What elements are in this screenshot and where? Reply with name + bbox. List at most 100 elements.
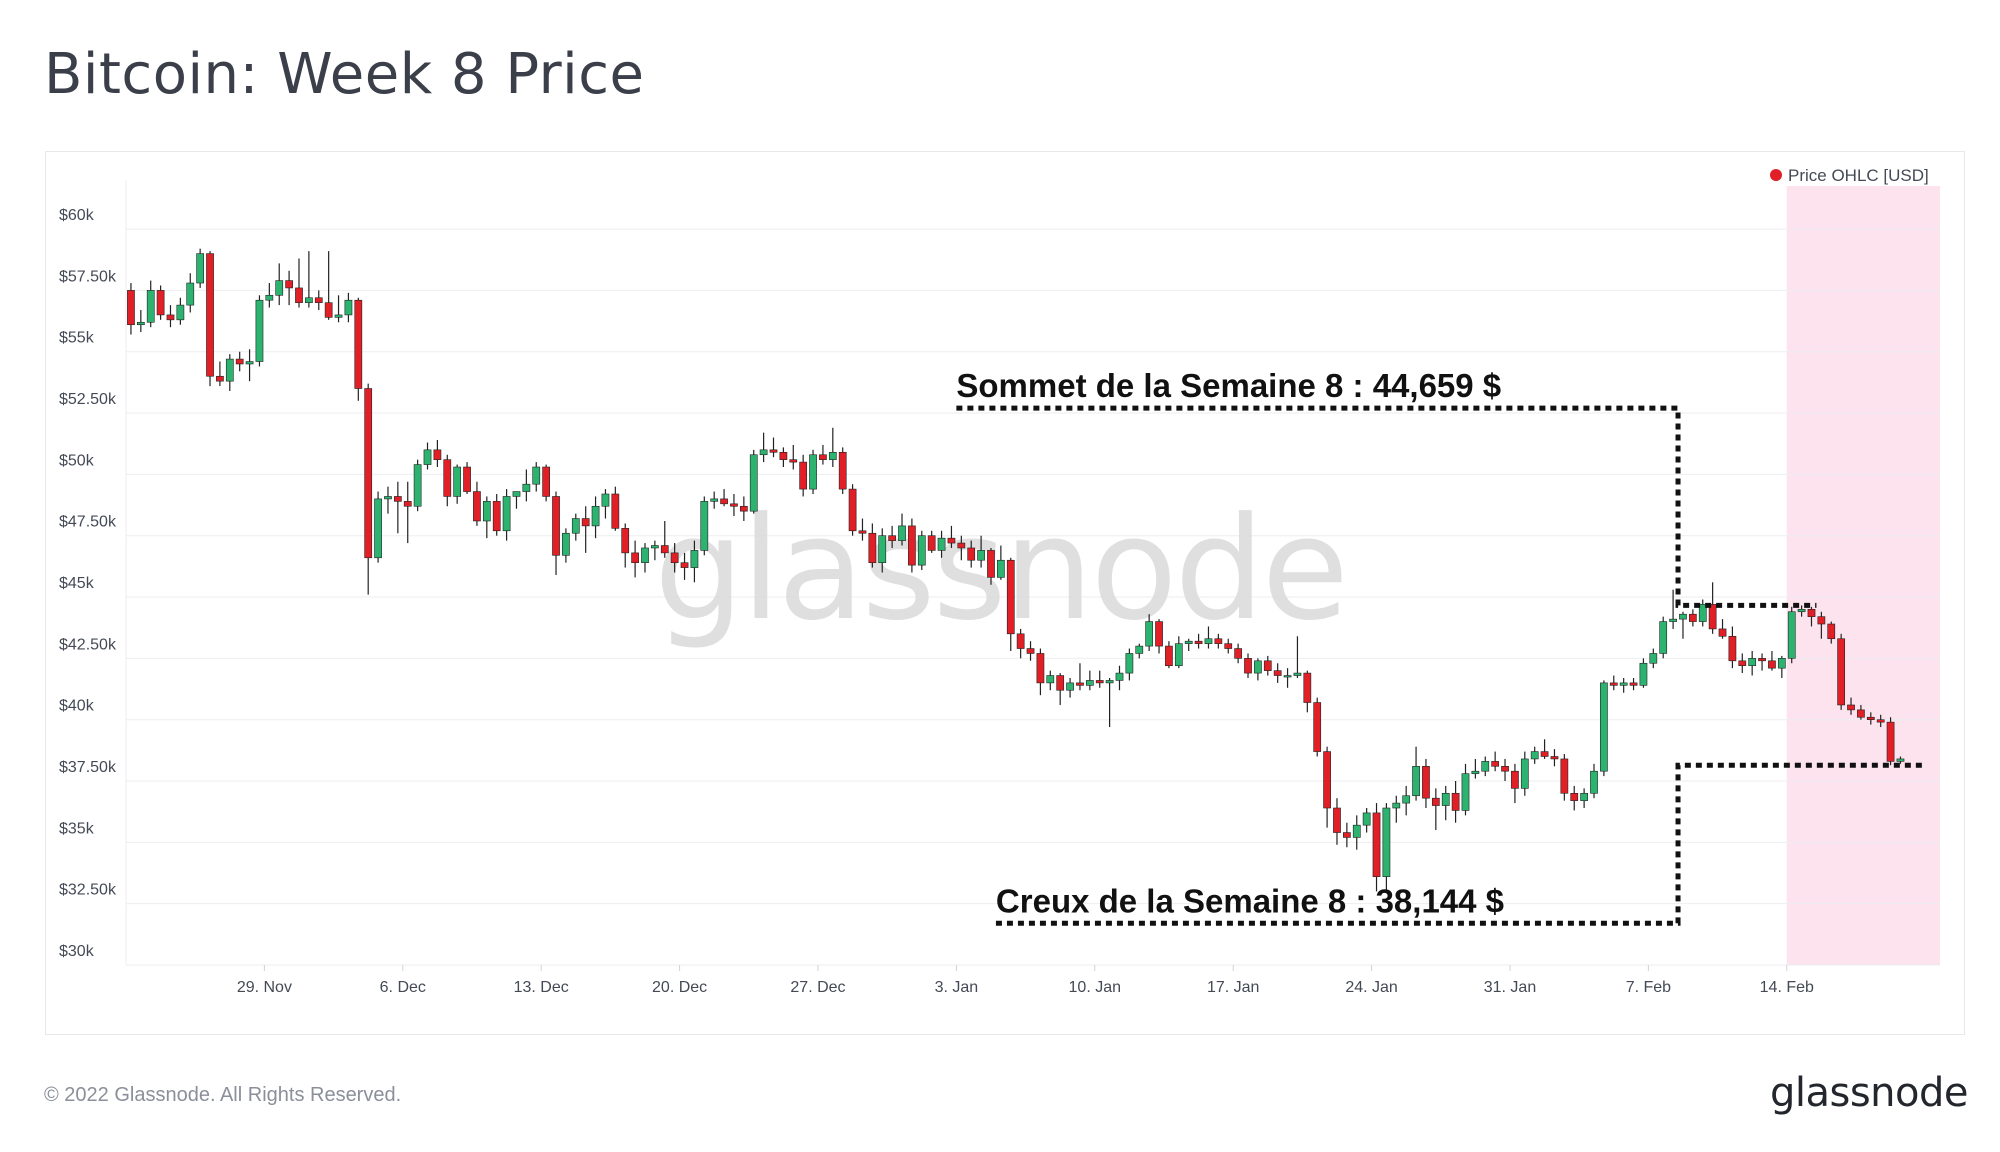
candle-body [1530, 751, 1539, 760]
candle-body [1698, 604, 1707, 622]
candle-body [1738, 660, 1747, 667]
candle [255, 295, 264, 367]
candle [1560, 754, 1569, 801]
candle-body [1679, 613, 1687, 620]
y-tick-label: $60k [59, 207, 95, 224]
y-tick-label: $50k [59, 452, 95, 469]
candle-body [1333, 807, 1341, 833]
candle [739, 496, 748, 521]
candle [947, 525, 956, 548]
candle-body [1006, 559, 1015, 635]
candle-body [601, 493, 610, 507]
footer-logo[interactable]: glassnode [1769, 1070, 1969, 1116]
y-tick-label: $35k [59, 820, 95, 837]
x-tick-label: 29. Nov [237, 979, 292, 996]
candle-body [769, 449, 778, 453]
candle [660, 520, 669, 558]
candle-body [621, 528, 630, 554]
candle-body [1560, 758, 1569, 794]
candle-body [1194, 640, 1203, 644]
candle-body [146, 290, 155, 323]
candle [136, 310, 145, 333]
candle [1412, 746, 1420, 801]
candle [631, 540, 639, 578]
candle-body [591, 505, 600, 527]
x-tick-label: 24. Jan [1345, 979, 1397, 996]
candle-body [848, 488, 857, 532]
candle-body [1343, 832, 1351, 838]
candle [384, 486, 392, 514]
candle-body [1451, 792, 1460, 811]
candle [275, 263, 284, 306]
annotation-high: Sommet de la Semaine 8 : 44,659 $ [956, 367, 1817, 608]
candle-body [176, 304, 185, 321]
candle [1165, 641, 1173, 669]
y-tick-label: $57.50k [59, 268, 117, 285]
candle-body [1777, 658, 1786, 669]
candle [1777, 655, 1786, 678]
candle-body [947, 537, 956, 544]
footer-copyright: © 2022 Glassnode. All Rights Reserved. [44, 1084, 402, 1106]
candle-body [186, 282, 195, 306]
candle [1797, 605, 1806, 617]
annotation-low-label: Creux de la Semaine 8 : 38,144 $ [996, 882, 1504, 919]
candle-body [374, 498, 382, 559]
candle [1224, 638, 1233, 654]
x-tick-label: 10. Jan [1069, 979, 1121, 996]
candle [878, 528, 887, 573]
candle [1313, 697, 1322, 757]
candle [1471, 758, 1480, 779]
candle-body [1224, 643, 1233, 649]
candle [492, 494, 501, 536]
candle-body [1323, 751, 1331, 809]
candle [473, 481, 481, 526]
x-tick-label: 31. Jan [1484, 979, 1536, 996]
candle [1659, 616, 1668, 659]
y-tick-label: $37.50k [59, 759, 117, 776]
annotation-high-label: Sommet de la Semaine 8 : 44,659 $ [956, 367, 1501, 404]
x-tick-label: 3. Jan [935, 979, 979, 996]
candle [265, 283, 274, 308]
candle [641, 543, 649, 573]
candle-body [1550, 756, 1559, 760]
candle-body [542, 466, 550, 497]
candle [1461, 763, 1470, 816]
candle [423, 442, 432, 470]
candle-body [1570, 792, 1579, 801]
candle-body [1026, 648, 1035, 654]
candle [1807, 606, 1816, 627]
candle-body [334, 314, 343, 318]
candle-body [1056, 675, 1065, 691]
candle-body [305, 297, 313, 303]
candle-body [571, 518, 580, 534]
x-tick-label: 27. Dec [790, 979, 845, 996]
candle-body [1481, 761, 1490, 772]
candle [1056, 673, 1065, 705]
candle [453, 464, 462, 504]
candle-body [443, 459, 452, 497]
candle [1135, 643, 1144, 659]
candle-body [789, 459, 798, 463]
candle-body [1283, 675, 1292, 678]
candle-body [819, 454, 827, 460]
candle [1550, 749, 1559, 767]
candle [1520, 751, 1529, 796]
x-tick-label: 14. Feb [1760, 979, 1814, 996]
candle-body [1076, 682, 1084, 686]
candle-body [987, 550, 995, 578]
candle-body [1501, 765, 1509, 772]
candle-body [779, 451, 788, 460]
candle-body [1461, 773, 1470, 811]
candle [206, 251, 214, 387]
candle [176, 297, 185, 325]
candle [819, 444, 827, 465]
candle-body [1768, 660, 1776, 669]
candle [334, 295, 343, 323]
legend[interactable]: Price OHLC [USD] [1770, 166, 1929, 185]
candle-body [1797, 608, 1806, 613]
candle-body [759, 449, 768, 456]
candle [1392, 795, 1401, 823]
candle [1876, 714, 1885, 728]
candle-body [1511, 770, 1519, 789]
